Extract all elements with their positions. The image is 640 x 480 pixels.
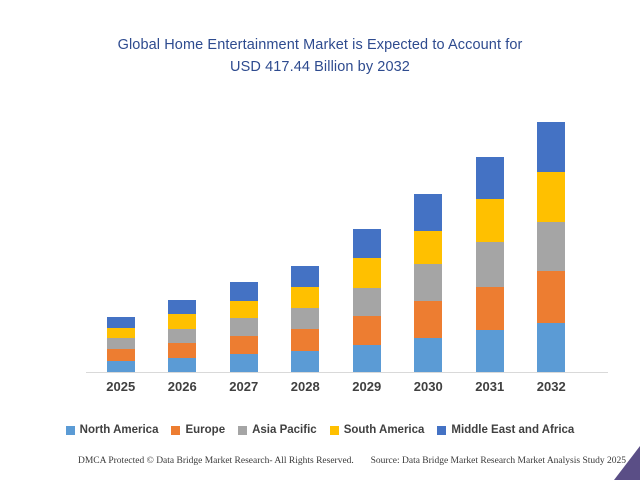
title-line-2: USD 417.44 Billion by 2032	[230, 58, 410, 75]
bar-segment-europe	[168, 342, 197, 358]
footer-copyright: DMCA Protected © Data Bridge Market Rese…	[78, 456, 354, 466]
bar-stack	[168, 300, 197, 372]
bar-segment-asia-pacific	[414, 264, 443, 302]
bar-segment-europe	[291, 328, 320, 351]
bar-segment-europe	[475, 287, 504, 330]
bar-segment-middle-east-and-africa	[168, 300, 197, 315]
chart-legend: North America Europe Asia Pacific South Ame…	[0, 424, 640, 436]
legend-swatch-icon	[437, 425, 447, 435]
legend-label: Europe	[185, 424, 226, 436]
bar-segment-asia-pacific	[475, 242, 504, 288]
bar-segment-south-america	[352, 257, 381, 288]
bar-column-2027	[213, 122, 275, 372]
legend-item-asia-pacific: Asia Pacific	[238, 424, 317, 436]
x-axis-line	[86, 372, 608, 373]
legend-label: South America	[343, 424, 425, 436]
bar-segment-asia-pacific	[537, 221, 566, 272]
bar-segment-asia-pacific	[291, 307, 320, 329]
bar-column-2029	[336, 122, 398, 372]
bar-segment-north-america	[168, 357, 197, 372]
bar-segment-middle-east-and-africa	[537, 122, 566, 173]
stacked-bar-plot	[90, 122, 582, 372]
x-axis-label-2032: 2032	[536, 379, 566, 394]
bar-stack	[537, 122, 566, 372]
x-axis-label-2026: 2026	[167, 379, 197, 394]
bar-segment-asia-pacific	[229, 317, 258, 337]
bar-stack	[352, 229, 381, 372]
bar-segment-north-america	[414, 337, 443, 372]
legend-label: North America	[79, 424, 159, 436]
bar-segment-asia-pacific	[352, 287, 381, 317]
page-title: Global Home Entertainment Market is Expe…	[40, 35, 600, 79]
legend-label: Asia Pacific	[252, 424, 317, 436]
legend-item-north-america: North America	[65, 424, 159, 436]
bar-segment-south-america	[537, 172, 566, 222]
legend-item-south-america: South America	[329, 424, 425, 436]
bar-column-2025	[90, 122, 152, 372]
bar-segment-europe	[537, 271, 566, 323]
bar-segment-north-america	[106, 360, 135, 372]
legend-swatch-icon	[329, 425, 339, 435]
bar-column-2030	[398, 122, 460, 372]
legend-swatch-icon	[171, 425, 181, 435]
bar-segment-europe	[229, 336, 258, 354]
bar-stack	[475, 156, 504, 372]
bar-segment-south-america	[106, 328, 135, 339]
title-line-1: Global Home Entertainment Market is Expe…	[117, 37, 523, 53]
bar-segment-north-america	[291, 350, 320, 372]
bar-segment-north-america	[352, 344, 381, 372]
bar-segment-middle-east-and-africa	[475, 156, 504, 200]
bar-column-2032	[521, 122, 583, 372]
legend-item-europe: Europe	[171, 424, 225, 436]
footer-source: Source: Data Bridge Market Research Mark…	[370, 456, 626, 466]
bar-segment-middle-east-and-africa	[414, 193, 443, 232]
x-axis-label-2029: 2029	[352, 379, 382, 394]
footer: DMCA Protected © Data Bridge Market Rese…	[78, 456, 626, 466]
bar-segment-middle-east-and-africa	[352, 229, 381, 258]
bar-segment-south-america	[414, 231, 443, 265]
bar-segment-europe	[352, 316, 381, 345]
bar-segment-middle-east-and-africa	[106, 317, 135, 329]
bar-segment-south-america	[291, 287, 320, 308]
x-axis-label-2027: 2027	[229, 379, 259, 394]
bar-segment-europe	[414, 301, 443, 338]
bar-segment-middle-east-and-africa	[291, 266, 320, 288]
bar-stack	[414, 193, 443, 372]
x-axis-label-2031: 2031	[475, 379, 505, 394]
legend-label: Middle East and Africa	[451, 424, 575, 436]
bar-column-2031	[459, 122, 521, 372]
bar-segment-north-america	[537, 322, 566, 372]
bar-segment-north-america	[229, 354, 258, 372]
bar-segment-south-america	[475, 199, 504, 243]
bar-segment-south-america	[168, 314, 197, 329]
bar-segment-asia-pacific	[106, 338, 135, 349]
bar-segment-asia-pacific	[168, 328, 197, 343]
x-axis-label-2028: 2028	[290, 379, 320, 394]
legend-item-middle-east-and-africa: Middle East and Africa	[437, 424, 574, 436]
bar-stack	[229, 281, 258, 372]
legend-swatch-icon	[65, 425, 75, 435]
x-axis-label-2025: 2025	[106, 379, 136, 394]
bar-segment-south-america	[229, 300, 258, 318]
x-axis-label-2030: 2030	[413, 379, 443, 394]
x-axis-labels: 2025 2026 2027 2028 2029 2030 2031 2032	[90, 379, 582, 394]
bar-segment-europe	[106, 348, 135, 361]
bar-segment-middle-east-and-africa	[229, 281, 258, 301]
legend-swatch-icon	[238, 425, 248, 435]
bar-stack	[106, 317, 135, 372]
bar-stack	[291, 266, 320, 372]
bar-column-2026	[152, 122, 214, 372]
bar-column-2028	[275, 122, 337, 372]
bar-segment-north-america	[475, 329, 504, 372]
